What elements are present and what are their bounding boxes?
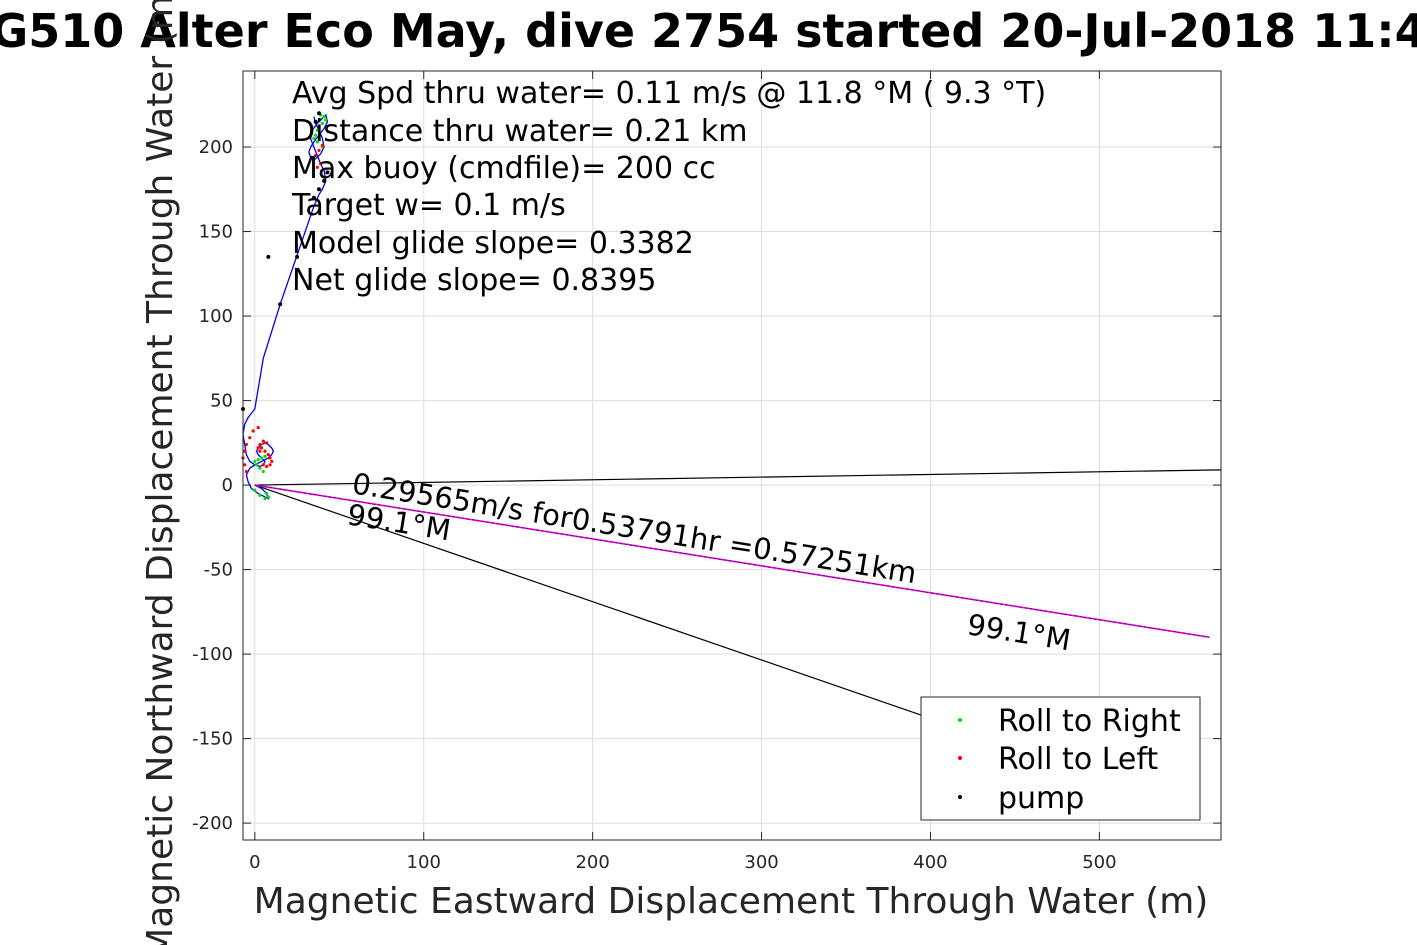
- y-tick-label: -200: [192, 813, 233, 834]
- point-pump: [317, 111, 322, 116]
- x-axis-label: Magnetic Eastward Displacement Through W…: [254, 881, 1209, 922]
- y-tick-label: -150: [192, 729, 233, 750]
- stat-distance: Distance thru water= 0.21 km: [292, 114, 747, 149]
- y-tick-label: -50: [204, 560, 233, 581]
- stat-avg-speed: Avg Spd thru water= 0.11 m/s @ 11.8 °M (…: [292, 76, 1046, 111]
- point-roll-to-left: [268, 463, 272, 467]
- point-pump: [317, 187, 322, 192]
- point-roll-to-right: [263, 454, 267, 458]
- point-roll-to-right: [314, 133, 318, 137]
- point-roll-to-left: [265, 441, 269, 445]
- point-roll-to-left: [266, 453, 270, 457]
- point-pump: [325, 170, 330, 175]
- y-axis-label: Magnetic Northward Displacement Through …: [140, 0, 181, 945]
- chart-title: SG510 Alter Eco May, dive 2754 started 2…: [0, 4, 1417, 58]
- point-roll-to-right: [315, 140, 319, 144]
- stats-block: Avg Spd thru water= 0.11 m/s @ 11.8 °M (…: [291, 76, 1046, 298]
- legend-label-roll-right: Roll to Right: [998, 704, 1181, 739]
- point-roll-to-left: [320, 143, 324, 147]
- legend: Roll to Right Roll to Left pump: [920, 696, 1201, 821]
- x-tick-label: 0: [249, 852, 260, 873]
- point-pump: [311, 195, 316, 200]
- current-line-overlay: [254, 484, 1210, 638]
- point-roll-to-right: [322, 115, 326, 119]
- point-roll-to-left: [244, 469, 248, 474]
- point-roll-to-right: [253, 459, 257, 464]
- point-roll-to-left: [265, 464, 269, 469]
- legend-marker-roll-right: [958, 718, 962, 722]
- stat-net-glide: Net glide slope= 0.8395: [292, 263, 656, 298]
- point-roll-to-left: [248, 436, 252, 440]
- point-pump: [295, 254, 300, 259]
- x-tick-label: 500: [1082, 852, 1116, 873]
- point-roll-to-right: [259, 456, 264, 460]
- y-tick-label: 200: [199, 137, 233, 158]
- point-roll-to-right: [256, 458, 260, 462]
- point-roll-to-left: [243, 463, 247, 467]
- point-roll-to-left: [314, 153, 318, 158]
- point-pump: [266, 254, 271, 259]
- plot-frame: [242, 70, 1222, 841]
- point-roll-to-left: [258, 442, 262, 447]
- point-roll-to-left: [263, 449, 267, 453]
- point-roll-to-right: [312, 137, 316, 141]
- point-roll-to-right: [258, 493, 262, 497]
- reference-lines: [254, 469, 1222, 719]
- point-roll-to-left: [243, 449, 247, 453]
- point-roll-to-right: [265, 491, 269, 496]
- y-tick-label: 100: [199, 306, 233, 327]
- y-tick-label: 150: [199, 222, 233, 243]
- legend-label-pump: pump: [998, 781, 1084, 816]
- point-roll-to-left: [244, 442, 248, 447]
- point-roll-to-left: [315, 165, 319, 169]
- point-pump: [313, 119, 318, 124]
- point-pump: [278, 302, 283, 307]
- point-roll-to-left: [261, 463, 265, 467]
- x-tick-label: 300: [744, 852, 778, 873]
- x-tick-label: 200: [575, 852, 609, 873]
- point-roll-to-right: [266, 495, 270, 499]
- y-tick-label: 50: [210, 391, 233, 412]
- y-tick-label: -100: [192, 644, 233, 665]
- point-roll-to-right: [254, 463, 259, 467]
- point-roll-to-right: [320, 121, 324, 125]
- ticks: 0 100 200 300 400 500 -200 -150 -100 -50 0 50 100 150…: [192, 71, 1221, 873]
- point-roll-to-left: [258, 449, 262, 453]
- y-tick-label: 0: [222, 475, 233, 496]
- point-pump: [322, 178, 327, 183]
- point-roll-to-right: [258, 466, 262, 470]
- series-group: [241, 111, 1210, 638]
- point-roll-to-right: [261, 469, 265, 474]
- x-tick-label: 400: [913, 852, 947, 873]
- point-roll-to-left: [256, 426, 260, 430]
- legend-marker-pump: [958, 795, 962, 799]
- track-line: [242, 113, 329, 500]
- point-roll-to-left: [268, 456, 272, 460]
- point-roll-to-right: [324, 118, 328, 122]
- legend-box: [920, 696, 1201, 821]
- point-roll-to-left: [251, 429, 255, 433]
- x-tick-label: 100: [407, 852, 441, 873]
- reference-line: [254, 469, 1222, 486]
- point-roll-to-right: [253, 488, 257, 492]
- stat-max-buoy: Max buoy (cmdfile)= 200 cc: [292, 151, 716, 186]
- point-roll-to-left: [319, 162, 323, 166]
- point-roll-to-right: [263, 496, 267, 501]
- point-roll-to-left: [270, 459, 274, 464]
- stat-model-glide: Model glide slope= 0.3382: [292, 226, 694, 261]
- legend-marker-roll-left: [958, 756, 962, 760]
- point-roll-to-left: [259, 446, 264, 450]
- point-roll-to-left: [317, 148, 321, 153]
- reference-line: [254, 484, 931, 719]
- point-roll-to-left: [256, 446, 260, 450]
- point-roll-to-right: [315, 128, 319, 132]
- point-roll-to-left: [261, 439, 265, 443]
- legend-label-roll-left: Roll to Left: [998, 742, 1158, 777]
- stat-target-w: Target w= 0.1 m/s: [291, 188, 566, 223]
